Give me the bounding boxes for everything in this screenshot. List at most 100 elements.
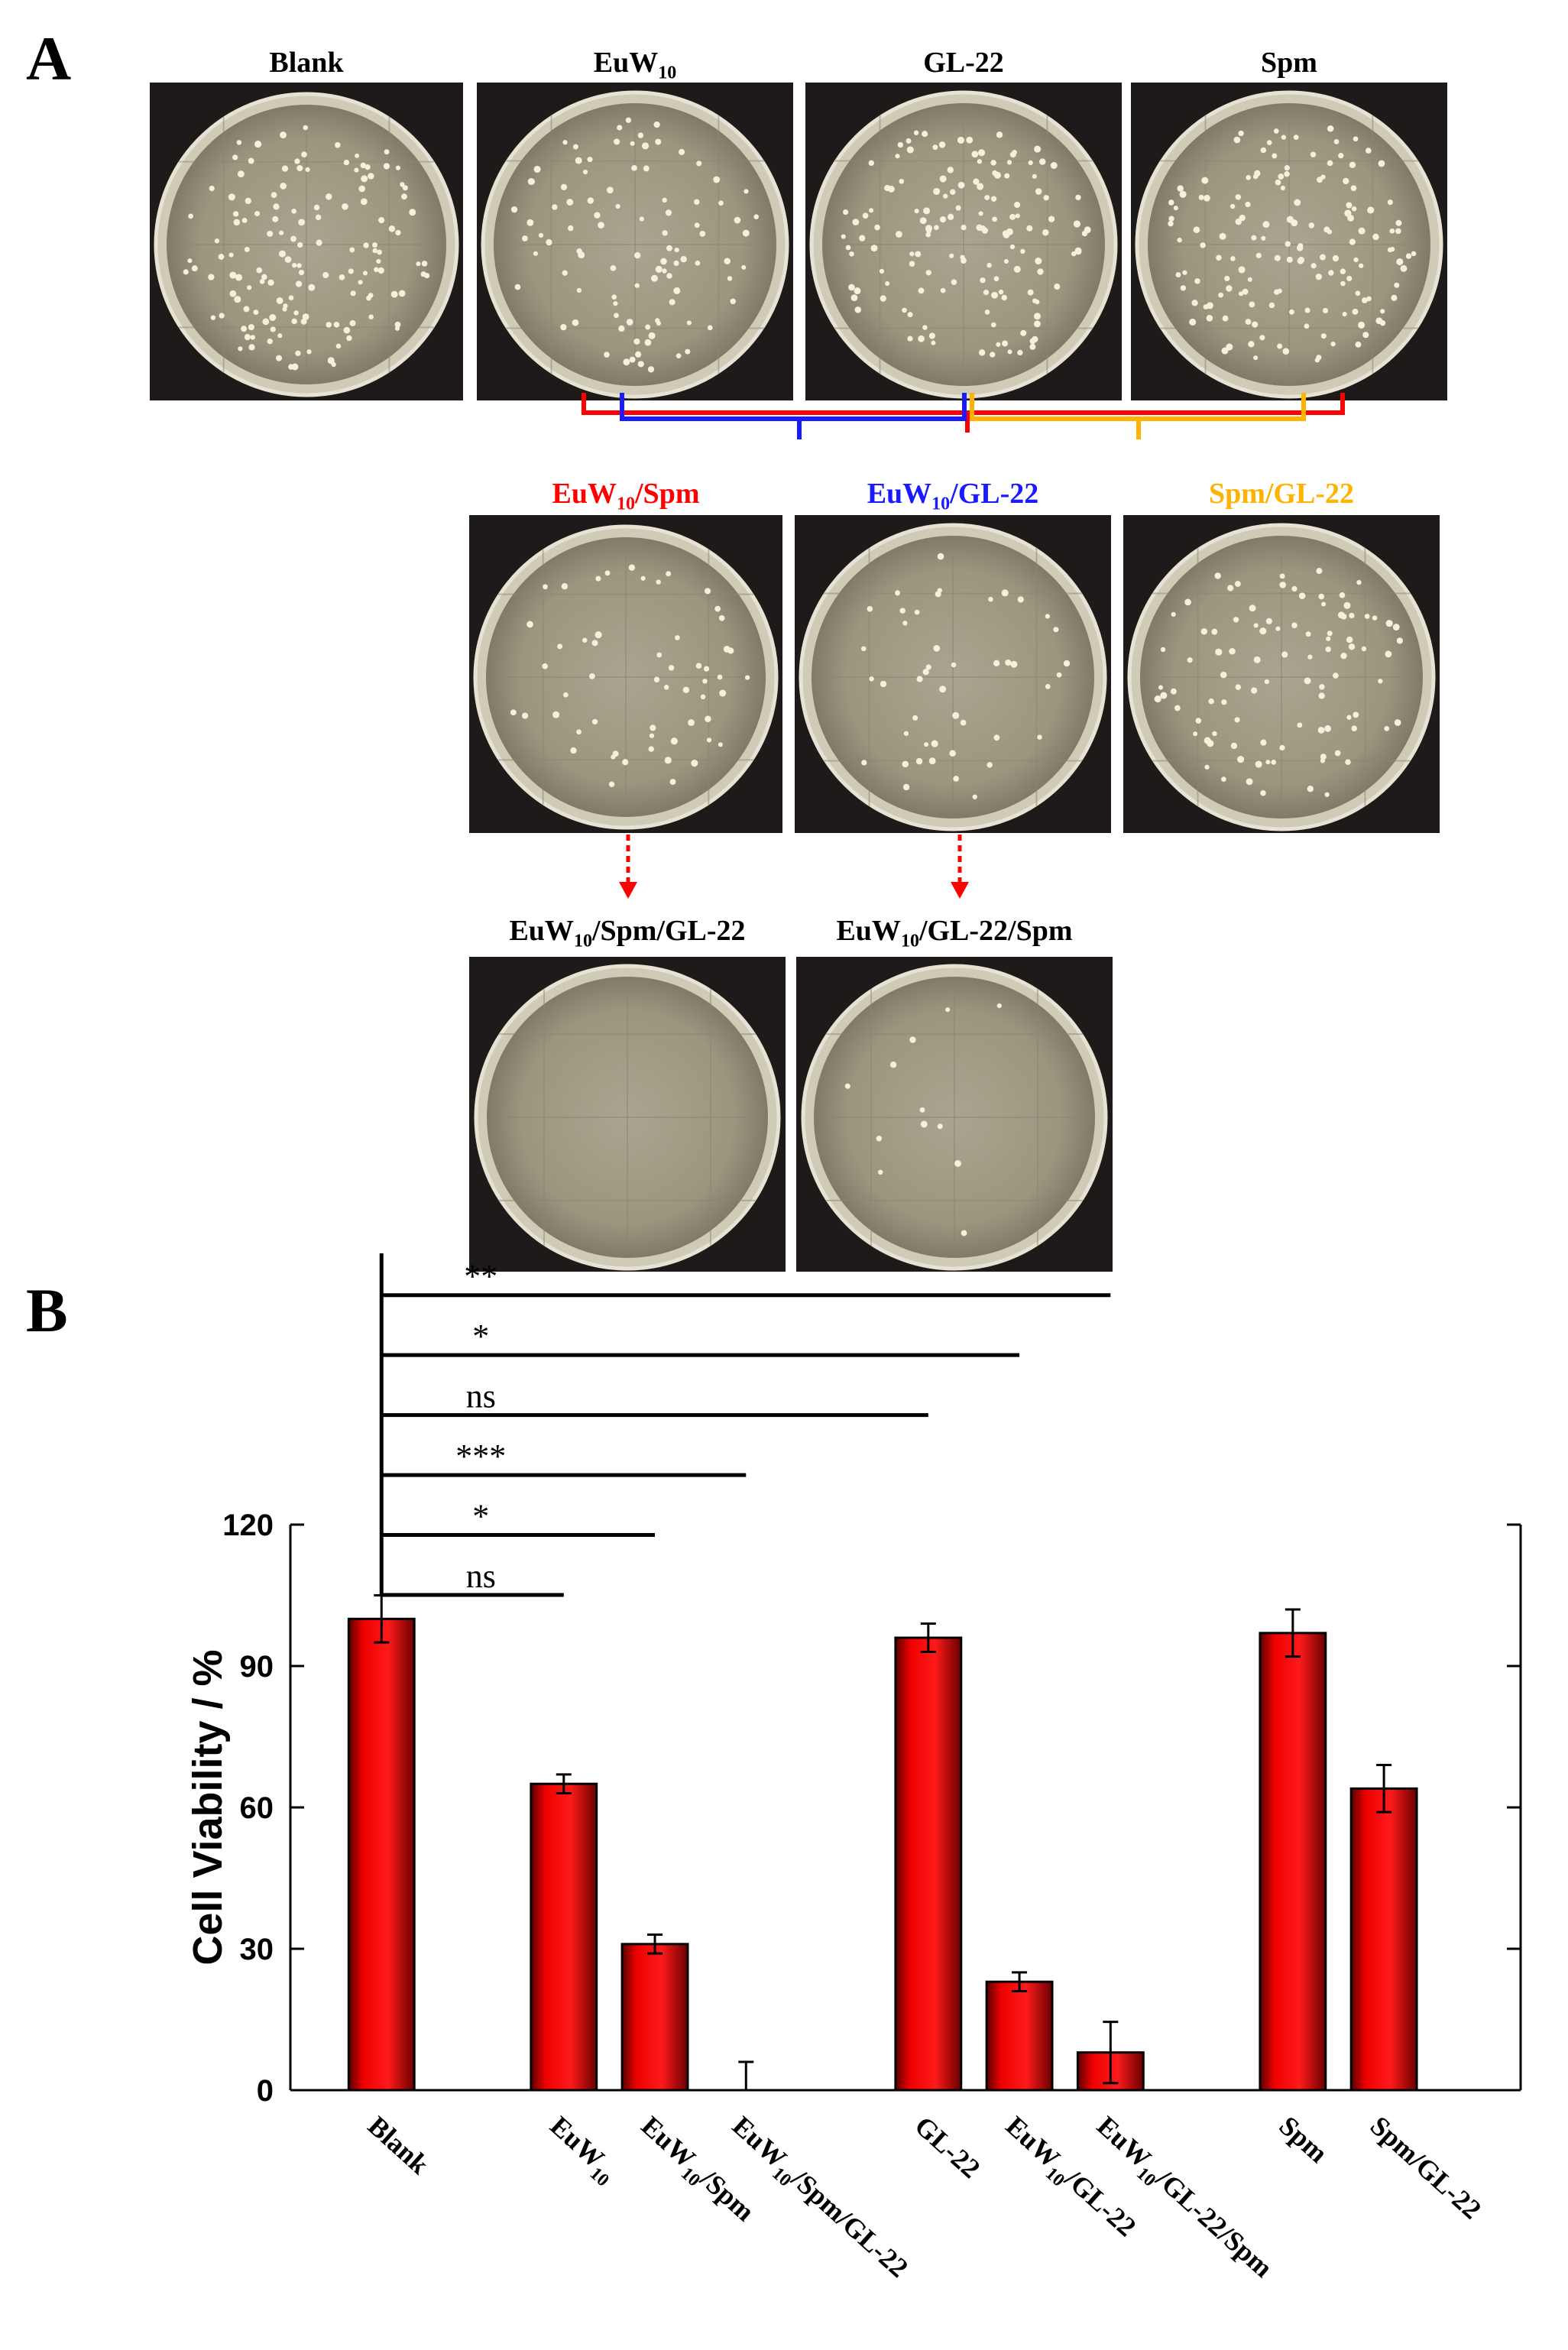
bacterial-colony [1328, 270, 1334, 276]
bacterial-colony [1253, 656, 1261, 663]
bacterial-colony [1346, 202, 1353, 209]
bacterial-colony [294, 158, 300, 164]
bacterial-colony [388, 225, 396, 232]
plate-label-tail: /Spm [635, 478, 700, 510]
panel-b-letter: B [26, 1275, 68, 1345]
bacterial-colony [363, 242, 369, 248]
bacterial-colony [546, 238, 552, 246]
bacterial-colony [980, 277, 986, 284]
bacterial-colony [1355, 341, 1362, 348]
bacterial-colony [1387, 247, 1393, 253]
bacterial-colony [902, 760, 909, 768]
bacterial-colony [841, 234, 846, 239]
bacterial-colony [1268, 302, 1275, 309]
bacterial-colony [1291, 219, 1298, 227]
bacterial-colony [679, 148, 685, 155]
bacterial-colony [1320, 754, 1327, 760]
bacterial-colony [1330, 341, 1336, 347]
plate-label-main: EuW [867, 478, 932, 510]
bacterial-colony [669, 779, 676, 786]
bacterial-colony [939, 686, 947, 693]
bacterial-colony [953, 776, 959, 782]
bacterial-colony [315, 214, 322, 221]
bacterial-colony [420, 271, 426, 277]
bacterial-colony [1184, 598, 1191, 606]
bacterial-colony [576, 287, 582, 293]
bacterial-colony [860, 646, 867, 652]
bacterial-colony [1387, 199, 1393, 206]
bacterial-colony [552, 204, 558, 210]
bacterial-colony [1009, 213, 1016, 220]
bacterial-colony [254, 211, 261, 217]
bacterial-colony [402, 185, 408, 191]
bacterial-colony [1346, 275, 1353, 282]
bacterial-colony [1326, 636, 1331, 641]
bacterial-colony [1372, 233, 1379, 241]
bacterial-colony [604, 570, 611, 576]
bacterial-colony [656, 652, 663, 658]
bacterial-colony [986, 262, 992, 268]
x-tick-label: Spm/GL-22 [1365, 2110, 1488, 2225]
bacterial-colony [859, 235, 866, 241]
bacterial-colony [614, 138, 620, 145]
bacterial-colony [1227, 585, 1234, 592]
bacterial-colony [1006, 228, 1013, 235]
bacterial-colony [680, 256, 687, 263]
bacterial-colony [925, 270, 931, 276]
bacterial-colony [719, 689, 727, 697]
panel-a-letter: A [26, 24, 72, 93]
arrow-euw10-spm-to-gl22 [619, 835, 637, 899]
bacterial-colony [1245, 201, 1251, 208]
bacterial-colony [957, 136, 965, 144]
bacterial-colony [992, 216, 997, 222]
bacterial-colony [637, 361, 644, 368]
bacterial-colony [1372, 615, 1378, 621]
bacterial-colony [1026, 225, 1033, 232]
bacterial-colony [587, 157, 593, 163]
bacterial-colony [552, 711, 560, 718]
bacterial-colony [1262, 221, 1270, 229]
bacterial-colony [1206, 315, 1213, 322]
bacterial-colony [1195, 718, 1202, 724]
bacterial-colony [1297, 245, 1304, 251]
bacterial-colony [279, 230, 284, 235]
bacterial-colony [1327, 160, 1333, 167]
bacterial-colony [978, 211, 983, 216]
bacterial-colony [1221, 347, 1229, 355]
bacterial-colony [303, 125, 309, 131]
bacterial-colony [705, 715, 711, 722]
bacterial-colony [1304, 323, 1310, 329]
bacterial-colony [1332, 254, 1340, 262]
bacterial-colony [1400, 264, 1408, 272]
bacterial-colony [1032, 298, 1038, 303]
bacterial-colony [261, 274, 267, 280]
bacterial-colony [280, 183, 287, 190]
bacterial-colony [1034, 145, 1042, 153]
bacterial-colony [1345, 759, 1351, 765]
bacterial-colony [398, 290, 406, 297]
bacterial-colony [966, 136, 974, 144]
bacterial-colony [368, 293, 374, 298]
bacterial-colony [400, 182, 405, 187]
bacterial-colony [1355, 290, 1361, 297]
bacterial-colony [229, 290, 237, 297]
bacterial-colony [1364, 614, 1370, 619]
bacterial-colony [1310, 263, 1317, 269]
bacterial-colony [996, 131, 1003, 138]
bacterial-colony [604, 352, 610, 358]
bacterial-colony [529, 178, 536, 185]
bacterial-colony [952, 711, 960, 719]
bacterial-colony [1334, 750, 1341, 757]
bacterial-colony [346, 335, 352, 342]
bacterial-colony [943, 193, 948, 199]
bacterial-colony [343, 326, 351, 334]
bacterial-colony [295, 350, 301, 356]
bacterial-colony [510, 206, 518, 213]
bacterial-colony [1380, 309, 1385, 314]
bacterial-colony [1220, 671, 1227, 679]
bacterial-colony [390, 290, 398, 298]
bacterial-colony [634, 252, 641, 259]
bacterial-colony [991, 291, 999, 299]
bacterial-colony [1233, 136, 1241, 144]
bacterial-colony [960, 719, 967, 726]
